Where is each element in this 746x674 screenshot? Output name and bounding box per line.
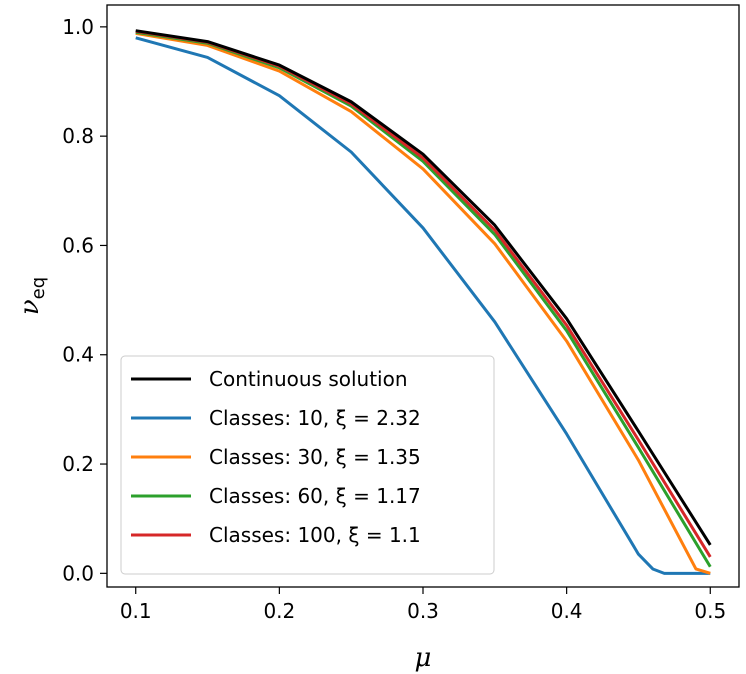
y-axis: 0.0 0.2 0.4 0.6 0.8 1.0 <box>62 15 107 585</box>
y-tick-label: 0.6 <box>62 233 94 257</box>
x-axis-label: μ <box>415 643 432 673</box>
y-tick-label: 0.2 <box>62 452 94 476</box>
y-tick-label: 0.8 <box>62 124 94 148</box>
legend-label-0: Continuous solution <box>209 367 408 391</box>
y-axis-label: νeq <box>15 277 49 315</box>
y-tick-label: 0.4 <box>62 343 94 367</box>
x-axis: 0.1 0.2 0.3 0.4 0.5 <box>120 587 726 623</box>
x-tick-label: 0.2 <box>263 599 295 623</box>
y-axis-label-main: ν <box>15 299 45 315</box>
series-line-0 <box>135 29 712 546</box>
svg-text:νeq: νeq <box>15 277 49 315</box>
legend: Continuous solution Classes: 10, ξ = 2.32… <box>120 355 495 575</box>
legend-label-3: Classes: 60, ξ = 1.17 <box>209 484 421 508</box>
x-tick-label: 0.1 <box>120 599 152 623</box>
legend-label-1: Classes: 10, ξ = 2.32 <box>209 406 421 430</box>
legend-label-2: Classes: 30, ξ = 1.35 <box>209 445 421 469</box>
x-tick-label: 0.5 <box>694 599 726 623</box>
legend-box <box>120 355 495 575</box>
plot-lines <box>135 29 712 575</box>
series-line-1 <box>135 36 711 575</box>
y-tick-label: 1.0 <box>62 15 94 39</box>
y-tick-label: 0.0 <box>62 561 94 585</box>
series-line-2 <box>135 31 711 575</box>
x-tick-label: 0.4 <box>551 599 583 623</box>
x-tick-label: 0.3 <box>407 599 439 623</box>
y-axis-label-subscript: eq <box>28 277 49 300</box>
legend-label-4: Classes: 100, ξ = 1.1 <box>209 523 421 547</box>
